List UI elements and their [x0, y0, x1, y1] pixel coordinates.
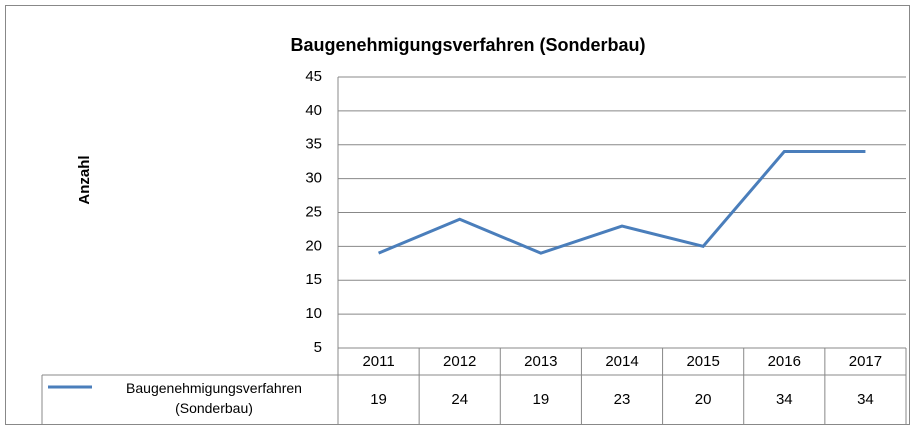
chart-border	[5, 5, 910, 425]
y-tick-label: 5	[314, 339, 322, 356]
y-tick-label: 30	[305, 170, 322, 187]
y-tick-label: 35	[305, 136, 322, 153]
data-line	[377, 150, 866, 255]
y-tick-label: 45	[305, 68, 322, 85]
table-value: 34	[776, 391, 793, 408]
table-value: 19	[370, 391, 387, 408]
table-value: 24	[451, 391, 468, 408]
x-tick-label: 2011	[362, 353, 394, 370]
legend-label: Baugenehmigungsverfahren (Sonderbau)	[126, 380, 302, 416]
y-tick-label: 15	[305, 271, 322, 288]
table-value: 23	[614, 391, 631, 408]
y-tick-label: 40	[305, 102, 322, 119]
x-tick-label: 2015	[686, 353, 719, 370]
table-value: 34	[857, 391, 874, 408]
x-tick-label: 2013	[524, 353, 557, 370]
chart-title: Baugenehmigungsverfahren (Sonderbau)	[290, 35, 645, 55]
y-tick-label: 25	[305, 203, 322, 220]
x-tick-label: 2016	[768, 353, 801, 370]
y-axis-label: Anzahl	[76, 155, 93, 204]
table-value: 20	[695, 391, 712, 408]
x-tick-label: 2012	[443, 353, 476, 370]
y-tick-label: 20	[305, 237, 322, 254]
x-tick-label: 2017	[849, 353, 882, 370]
y-tick-label: 10	[305, 305, 322, 322]
table-value: 19	[533, 391, 550, 408]
x-tick-label: 2014	[605, 353, 638, 370]
